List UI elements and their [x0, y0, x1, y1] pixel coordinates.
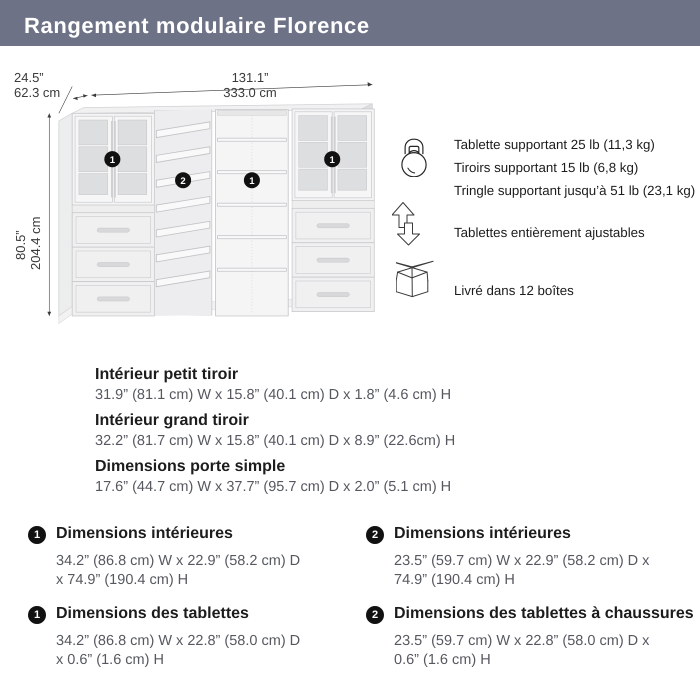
- svg-text:1: 1: [110, 155, 116, 166]
- svg-text:1: 1: [249, 176, 255, 187]
- svg-text:2: 2: [180, 176, 186, 187]
- svg-text:1: 1: [330, 155, 336, 166]
